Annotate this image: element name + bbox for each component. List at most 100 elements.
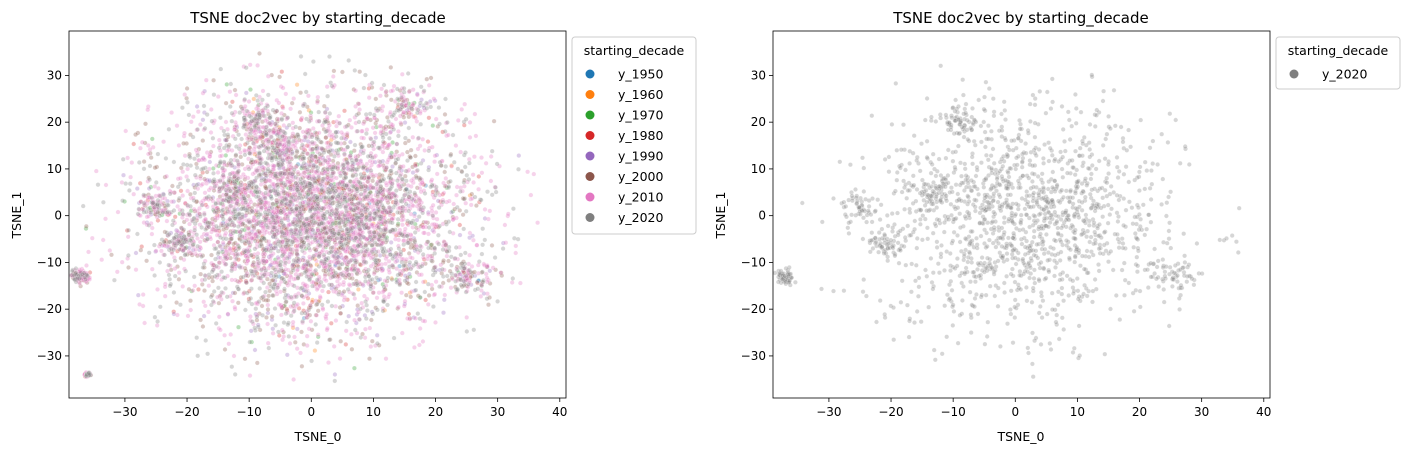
point-y_2010 — [458, 149, 464, 155]
point-y_2020 — [358, 191, 364, 197]
point-y_2010 — [290, 319, 296, 325]
point-y_2020 — [253, 93, 259, 98]
point-y_2020 — [195, 243, 200, 249]
point-y_2020 — [458, 189, 463, 194]
point-y_2020 — [282, 171, 288, 177]
point-y_2020 — [354, 157, 360, 163]
point-y_2020 — [288, 313, 294, 319]
point-y_2010 — [161, 139, 166, 145]
point-y_2010 — [315, 100, 320, 105]
point-y_2010 — [402, 298, 408, 304]
point-y_2010 — [216, 260, 222, 265]
point-y_2020 — [260, 294, 266, 300]
point-y_2000 — [83, 223, 89, 229]
point-y_2020 — [294, 148, 300, 154]
point-y_2010 — [203, 178, 209, 183]
point-y_1980 — [172, 214, 178, 220]
point-y_1970 — [310, 150, 315, 156]
point-y_2010 — [299, 138, 304, 144]
point-y_2010 — [318, 295, 323, 301]
point-y_2020 — [239, 106, 245, 111]
point-y_2010 — [242, 174, 248, 180]
point-y_2020 — [461, 179, 467, 185]
point-y_1970 — [249, 339, 255, 345]
point-y_2020 — [367, 230, 372, 235]
point-y_2020 — [147, 177, 152, 182]
point-y_2010 — [159, 248, 164, 254]
point-y_2020 — [293, 124, 299, 130]
point-y_2010 — [342, 295, 347, 300]
point-y_2010 — [245, 226, 251, 232]
point-y_2010 — [380, 104, 386, 109]
point-y_2000 — [277, 74, 282, 80]
point-y_2020 — [315, 168, 320, 174]
point-y_2010 — [518, 280, 523, 286]
point-y_2010 — [446, 198, 452, 204]
point-y_2010 — [115, 209, 121, 215]
point-y_2010 — [306, 93, 311, 99]
point-y_2020 — [267, 120, 272, 126]
point-y_2010 — [364, 127, 370, 133]
point-y_1990 — [201, 313, 207, 319]
point-y_2010 — [287, 179, 293, 185]
point-y_2010 — [486, 216, 491, 222]
point-y_2020 — [413, 287, 419, 293]
point-y_2010 — [301, 170, 307, 175]
point-y_2010 — [310, 126, 316, 131]
point-y_2010 — [386, 258, 392, 264]
point-y_1970 — [430, 123, 436, 128]
point-y_2020 — [485, 189, 490, 195]
point-y_2010 — [128, 174, 133, 180]
point-y_1980 — [326, 289, 331, 295]
point-y_2000 — [442, 112, 448, 117]
point-y_2010 — [198, 122, 203, 127]
point-y_2020 — [214, 223, 219, 229]
point-y_2010 — [451, 216, 457, 221]
point-y_2020 — [454, 267, 460, 273]
point-y_2010 — [304, 343, 310, 348]
point-y_2010 — [228, 332, 234, 337]
point-y_2020 — [380, 139, 386, 145]
point-y_2010 — [139, 139, 145, 145]
point-y_2010 — [215, 94, 221, 99]
point-y_2000 — [408, 147, 414, 153]
point-y_2010 — [107, 248, 113, 253]
point-y_2010 — [190, 114, 196, 120]
point-y_2010 — [155, 287, 160, 292]
point-y_2010 — [379, 265, 384, 271]
point-y_2020 — [323, 135, 329, 140]
point-y_2010 — [438, 262, 444, 268]
point-y_2000 — [209, 252, 214, 258]
point-y_2010 — [320, 288, 325, 294]
point-y_2010 — [301, 301, 306, 306]
point-y_2020 — [269, 196, 274, 201]
point-y_1970 — [223, 153, 229, 158]
point-y_2010 — [371, 271, 377, 277]
point-y_2010 — [374, 295, 380, 301]
point-y_2020 — [136, 206, 142, 212]
point-y_2010 — [300, 129, 306, 135]
point-y_2010 — [415, 146, 421, 152]
point-y_2020 — [242, 196, 247, 201]
point-y_2020 — [479, 251, 485, 257]
point-y_2010 — [176, 143, 182, 148]
point-y_2020 — [155, 151, 161, 157]
point-y_2010 — [409, 289, 414, 294]
point-y_2020 — [360, 150, 366, 156]
point-y_2010 — [420, 339, 426, 344]
point-y_2000 — [351, 148, 357, 154]
point-y_1990 — [200, 117, 206, 123]
point-y_2010 — [369, 162, 374, 168]
point-y_2020 — [314, 340, 320, 345]
point-y_2010 — [420, 136, 426, 142]
point-y_2010 — [412, 345, 417, 350]
point-y_2010 — [513, 243, 519, 249]
point-y_2010 — [341, 279, 347, 285]
point-y_2010 — [455, 118, 461, 123]
point-y_2020 — [155, 319, 160, 324]
point-y_2010 — [411, 114, 416, 120]
point-y_2010 — [207, 166, 212, 172]
point-y_2020 — [308, 304, 313, 310]
point-y_2010 — [370, 125, 376, 131]
point-y_2020 — [199, 225, 205, 230]
